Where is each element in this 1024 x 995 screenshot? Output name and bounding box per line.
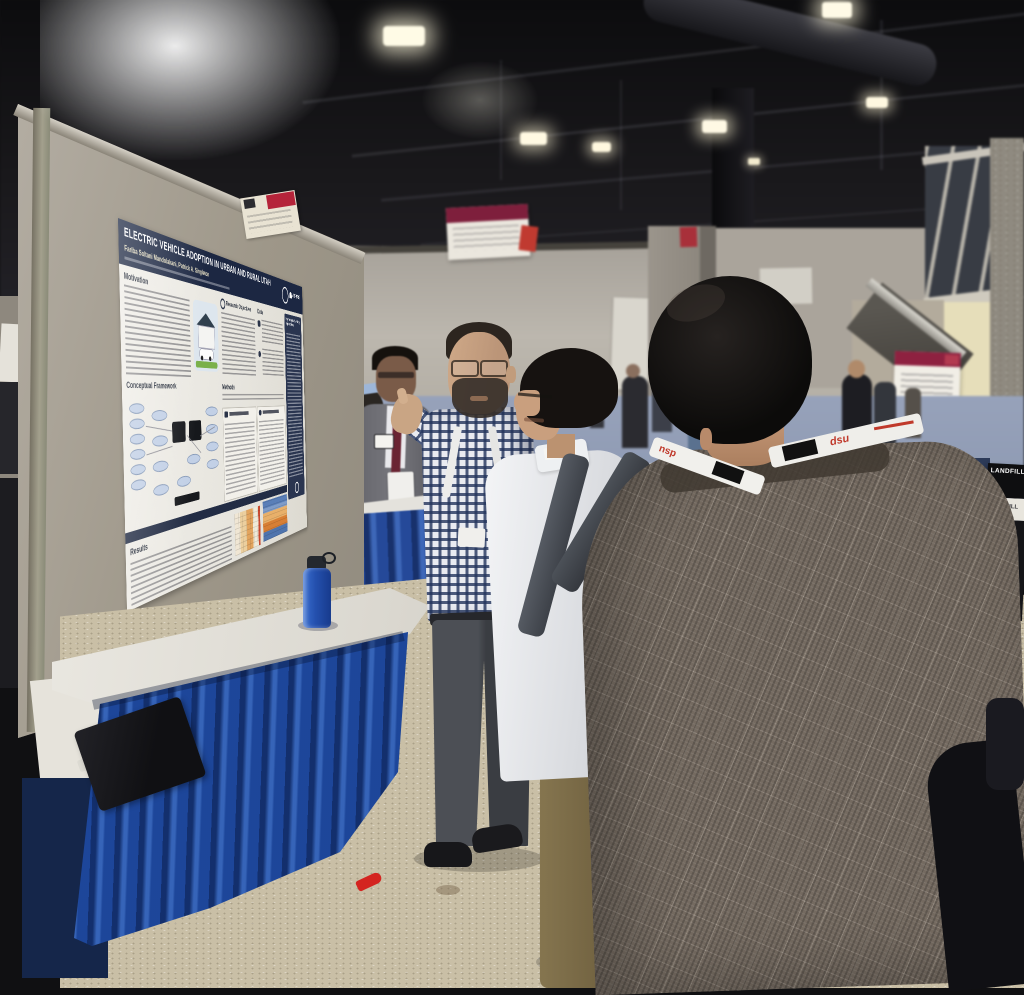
ceiling-light <box>822 2 852 18</box>
bottle-cap <box>307 556 326 571</box>
light-glow <box>420 60 540 140</box>
ceiling-light <box>702 120 727 133</box>
structural-column <box>712 88 754 236</box>
presenter-ear <box>506 366 516 383</box>
ceiling-light <box>383 26 425 46</box>
glasses-icon <box>378 372 414 378</box>
lens-flare <box>40 0 340 160</box>
camera-icon <box>374 434 394 449</box>
presenter-mouth <box>470 396 488 401</box>
blue-water-bottle <box>303 568 331 628</box>
ceiling-light <box>520 132 547 145</box>
foreground-man-ear-hint <box>700 428 712 450</box>
floor-stain <box>436 885 460 895</box>
corner-dark-sleeve <box>986 698 1024 790</box>
distant-person-head <box>626 364 640 378</box>
foreground-man-hair <box>648 276 812 444</box>
ceiling-light <box>866 97 888 108</box>
bottle-loop <box>322 552 336 564</box>
distant-person-head <box>848 360 865 378</box>
ceiling-truss <box>500 60 502 180</box>
ceiling-light <box>748 158 760 165</box>
ceiling-truss <box>880 20 883 170</box>
left-dark-figure <box>0 382 18 474</box>
distant-person <box>622 376 648 448</box>
ceiling-truss <box>620 80 622 210</box>
ceiling-light <box>592 142 611 152</box>
glasses-icon <box>451 360 479 377</box>
presenter-shoe <box>424 842 472 867</box>
